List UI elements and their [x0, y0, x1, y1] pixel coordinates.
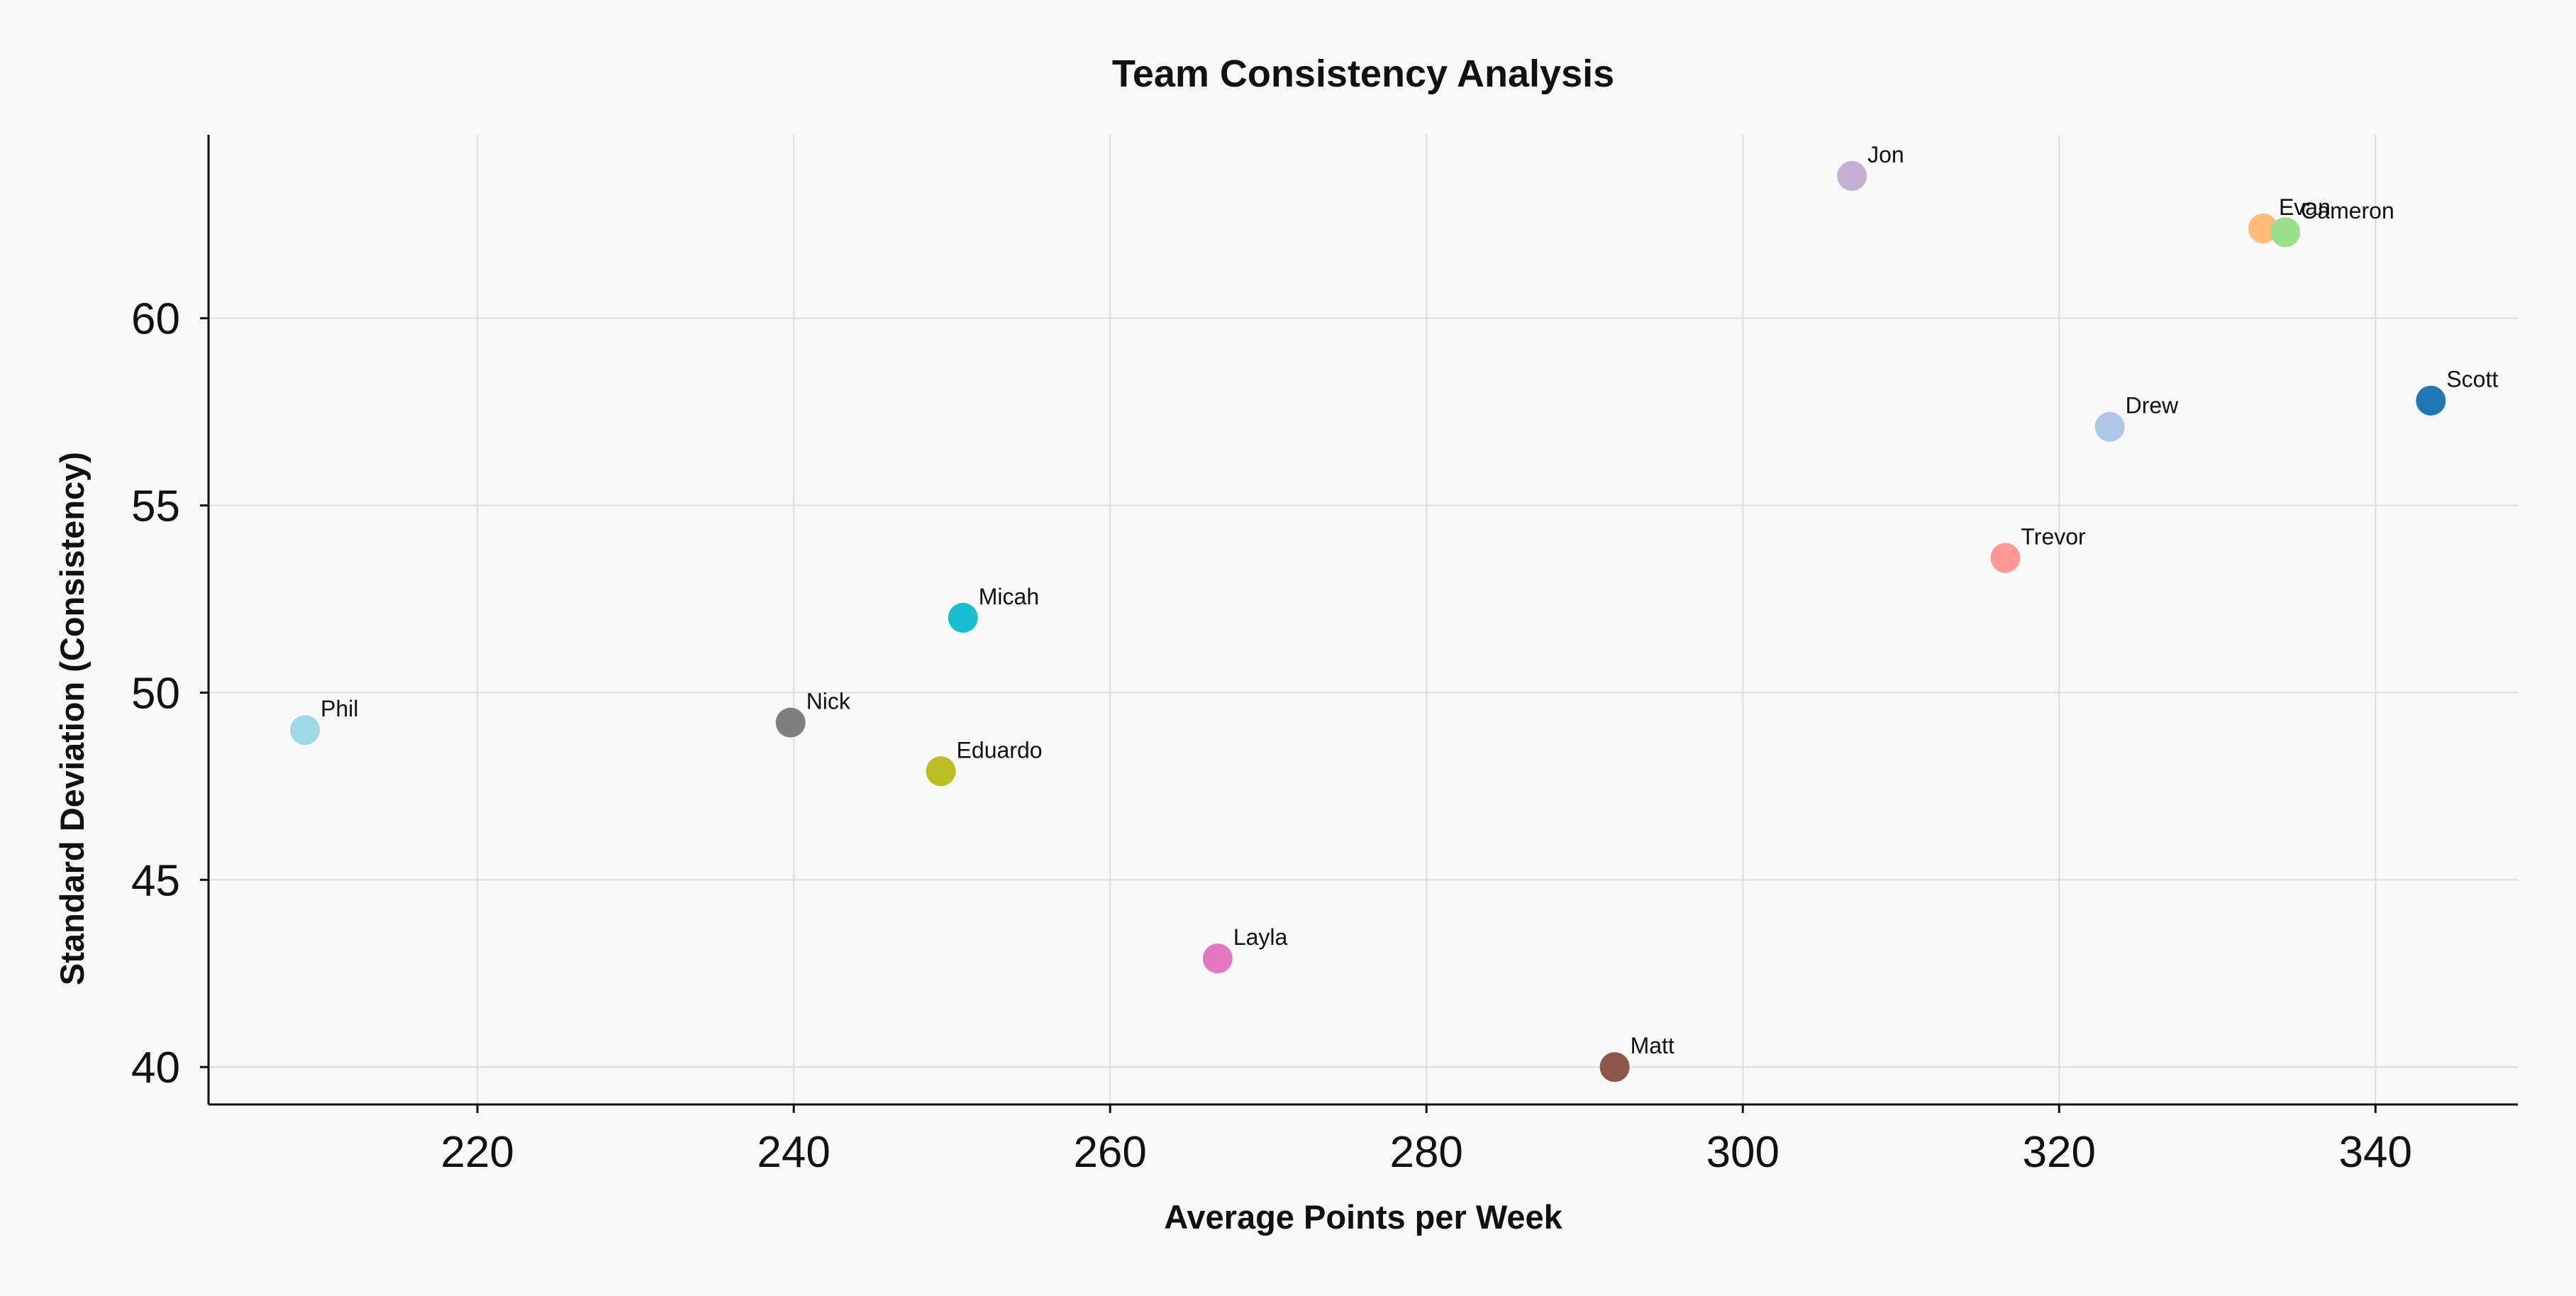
- x-tick-label: 340: [2339, 1128, 2412, 1177]
- axes: [207, 135, 2518, 1106]
- y-tick-label: 45: [131, 856, 180, 905]
- data-point-scott: [2416, 385, 2446, 416]
- grid: [209, 135, 2518, 1104]
- point-label-matt: Matt: [1631, 1033, 1675, 1058]
- point-label-scott: Scott: [2446, 367, 2498, 392]
- x-tick-label: 260: [1073, 1128, 1146, 1177]
- x-tick-label: 320: [2023, 1128, 2096, 1177]
- y-tick-label: 55: [131, 482, 180, 531]
- point-label-jon: Jon: [1867, 142, 1904, 167]
- x-tick-label: 300: [1706, 1128, 1780, 1177]
- data-point-cameron: [2270, 217, 2301, 248]
- data-points: [290, 161, 2446, 1082]
- point-label-eduardo: Eduardo: [957, 737, 1043, 763]
- data-point-micah: [948, 602, 978, 633]
- data-point-eduardo: [926, 756, 956, 787]
- data-point-jon: [1837, 161, 1867, 192]
- point-labels: Phil Nick Eduardo Micah Layla Matt Jon Trevor Dr…: [321, 142, 2498, 1058]
- data-point-drew: [2094, 411, 2125, 442]
- chart-title: Team Consistency Analysis: [1112, 52, 1614, 95]
- data-point-trevor: [1990, 543, 2021, 573]
- y-tick-label: 60: [131, 295, 180, 344]
- point-label-cameron: Cameron: [2301, 198, 2394, 223]
- y-tick-label: 40: [131, 1043, 180, 1092]
- data-point-evan: [2248, 213, 2278, 243]
- data-point-phil: [290, 715, 321, 746]
- point-label-phil: Phil: [321, 696, 358, 721]
- x-tick-label: 280: [1389, 1128, 1462, 1177]
- point-label-evan: Evan: [2279, 194, 2331, 220]
- point-label-trevor: Trevor: [2021, 524, 2086, 549]
- point-label-nick: Nick: [806, 689, 851, 714]
- x-tick-label: 240: [757, 1128, 830, 1177]
- data-point-nick: [775, 707, 806, 738]
- y-axis-label: Standard Deviation (Consistency): [53, 452, 91, 985]
- data-point-layla: [1202, 943, 1233, 974]
- data-point-matt: [1599, 1052, 1630, 1082]
- point-label-drew: Drew: [2126, 393, 2180, 419]
- point-label-layla: Layla: [1233, 924, 1288, 950]
- x-tick-label: 220: [440, 1128, 513, 1177]
- y-tick-label: 50: [131, 669, 180, 718]
- point-label-micah: Micah: [979, 584, 1039, 609]
- x-axis-label: Average Points per Week: [1164, 1198, 1562, 1236]
- ticks: 220 240 260 280 300 320 340 40 45 50 55 60: [131, 295, 2412, 1177]
